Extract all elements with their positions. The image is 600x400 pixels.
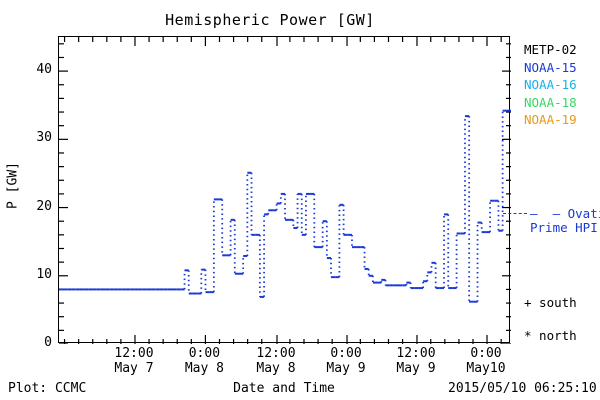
x-tick-date: May 9 xyxy=(396,361,436,376)
x-tick-date: May 8 xyxy=(184,361,224,376)
y-tick-label: 40 xyxy=(36,62,52,78)
x-tick-time: 0:00 xyxy=(330,346,362,361)
ovation-line-sample xyxy=(503,213,527,214)
y-axis: P [GW] 0 10 20 30 40 xyxy=(0,0,53,400)
footer-timestamp: 2015/05/10 06:25:10 xyxy=(448,381,597,396)
page-title: Hemispheric Power [GW] xyxy=(165,11,375,29)
y-tick-label: 20 xyxy=(36,198,52,214)
x-axis-ticks xyxy=(63,37,502,344)
x-tick-time: 0:00 xyxy=(470,346,502,361)
legend-item-noaa-19: NOAA-19 xyxy=(524,112,577,127)
legend: METP-02 NOAA-15 NOAA-16 NOAA-18 NOAA-19 xyxy=(524,41,577,129)
legend-item-noaa-15: NOAA-15 xyxy=(524,59,577,75)
legend-item-noaa-16: NOAA-16 xyxy=(524,77,577,92)
legend-item-metp-02: METP-02 xyxy=(524,42,577,57)
data-series-layer xyxy=(59,109,511,303)
x-tick-label: 12:00 May 8 xyxy=(231,346,321,376)
ovation-legend-label: — — Ovation Prime HPI xyxy=(530,206,600,235)
x-axis: 12:00 May 7 0:00 May 8 12:00 May 8 0:00 May 9 12… xyxy=(0,346,600,386)
plot-canvas xyxy=(59,37,511,344)
x-tick-label: 0:00 May 9 xyxy=(301,346,391,376)
x-tick-time: 12:00 xyxy=(396,346,436,361)
legend-marker-south: + south xyxy=(524,295,577,310)
x-tick-date: May 9 xyxy=(326,361,366,376)
legend-marker-north: * north xyxy=(524,328,577,343)
x-tick-label: 12:00 May 7 xyxy=(89,346,179,376)
x-tick-date: May10 xyxy=(466,361,506,376)
x-tick-date: May 8 xyxy=(256,361,296,376)
x-tick-date: May 7 xyxy=(114,361,154,376)
y-tick-label: 10 xyxy=(36,266,52,282)
y-axis-ticks xyxy=(59,43,511,344)
y-tick-label: 30 xyxy=(36,130,52,146)
footer-plot-source: Plot: CCMC xyxy=(8,381,87,396)
legend-item-noaa-18: NOAA-18 xyxy=(524,94,577,110)
x-tick-time: 12:00 xyxy=(256,346,296,361)
x-tick-label: 12:00 May 9 xyxy=(371,346,461,376)
x-tick-label: 0:00 May 8 xyxy=(159,346,249,376)
plot-area xyxy=(58,36,511,344)
y-tick-label: 0 xyxy=(44,335,52,350)
x-tick-label: 0:00 May10 xyxy=(441,346,531,376)
x-tick-time: 0:00 xyxy=(188,346,221,361)
x-axis-title: Date and Time xyxy=(233,381,335,396)
x-tick-time: 12:00 xyxy=(114,346,154,361)
